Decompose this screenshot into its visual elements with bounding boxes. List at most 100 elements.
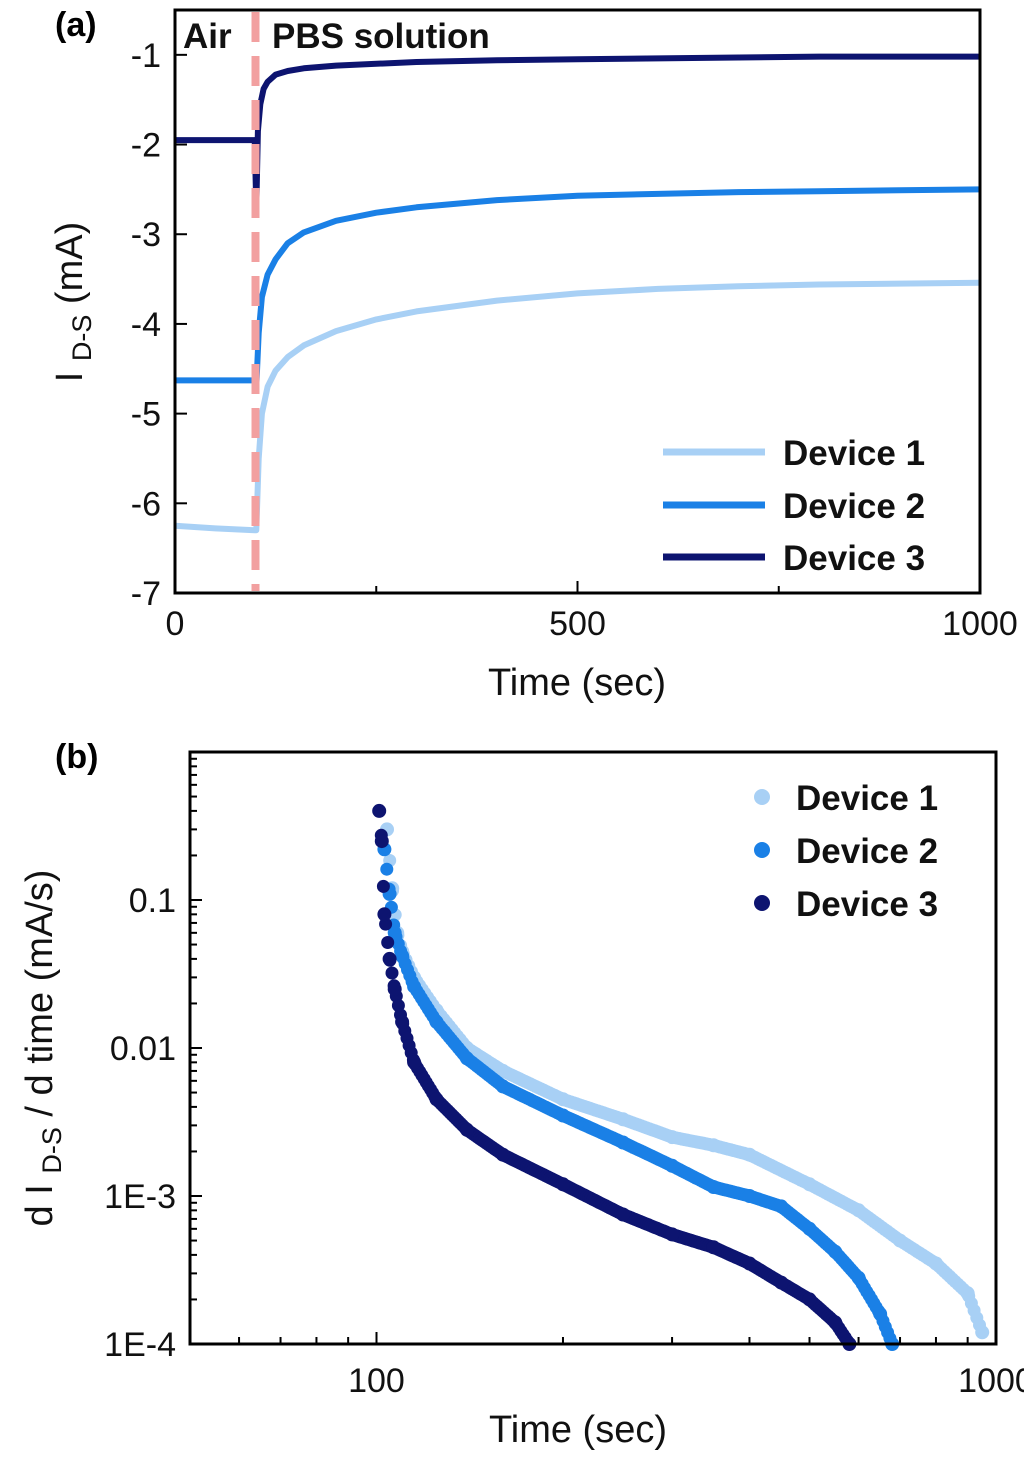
legend-label-device-1: Device 1 (796, 779, 938, 818)
data-point (495, 1063, 510, 1078)
series-points-device-1 (380, 822, 990, 1340)
x-tick-label: 0 (166, 605, 185, 643)
data-point (873, 1306, 888, 1321)
data-point (380, 862, 394, 876)
panel-b-ylabel-pre: d I (19, 1184, 61, 1226)
data-point (706, 1240, 721, 1255)
x-tick-label: 1000 (958, 1362, 1024, 1400)
data-point (616, 1207, 630, 1222)
y-tick-label: 1E-3 (104, 1178, 176, 1216)
panel-a-ylabel-unit: (mA) (49, 222, 91, 304)
legend-label-device-2: Device 2 (796, 832, 938, 871)
region-label-air: Air (183, 17, 232, 56)
data-point (975, 1325, 990, 1340)
panel-a-ylabel-main: I (49, 372, 91, 383)
panel-b-marks (372, 803, 990, 1351)
data-point (407, 1055, 422, 1070)
y-tick-label: 0.1 (129, 882, 176, 920)
x-tick-label: 500 (549, 605, 606, 643)
panel-b-ylabel-post: / d time (mA/s) (19, 870, 61, 1117)
data-point (893, 1233, 907, 1248)
x-tick-label: 100 (348, 1362, 405, 1400)
data-point (706, 1138, 721, 1153)
legend-marker-device-3 (754, 895, 770, 911)
data-point (385, 966, 399, 980)
data-point (828, 1244, 843, 1259)
data-point (556, 1092, 570, 1107)
data-point (382, 951, 397, 966)
data-point (774, 1199, 789, 1214)
region-label-pbs: PBS solution (272, 17, 490, 56)
data-point (460, 1122, 474, 1137)
panel-a-y-axis-label: I D-S (mA) (49, 222, 100, 383)
data-point (429, 1014, 444, 1029)
data-point (374, 834, 389, 849)
data-point (407, 979, 422, 994)
data-point (381, 936, 395, 949)
y-tick-label: -1 (131, 37, 161, 75)
panel-b-x-axis-label: Time (sec) (489, 1409, 667, 1451)
y-tick-label: -7 (131, 575, 161, 613)
panel-a-x-axis-label: Time (sec) (488, 662, 666, 704)
data-point (665, 1158, 680, 1173)
data-point (495, 1147, 510, 1162)
y-tick-label: -6 (131, 485, 161, 523)
data-point (616, 1135, 630, 1150)
legend-label-device-1: Device 1 (783, 434, 925, 473)
y-tick-label: -5 (131, 396, 161, 434)
data-point (377, 907, 392, 922)
series-line-device-2 (175, 186, 981, 390)
legend-label-device-3: Device 3 (796, 885, 938, 924)
legend-label-device-2: Device 2 (783, 487, 925, 526)
data-point (774, 1275, 789, 1290)
panel-b-legend: Device 1 Device 2 Device 3 (754, 779, 938, 924)
legend-label-device-3: Device 3 (783, 539, 925, 578)
panel-a-marks (174, 12, 981, 591)
y-tick-label: -3 (131, 216, 161, 254)
legend-marker-device-1 (754, 789, 770, 805)
x-tick-label: 1000 (942, 605, 1018, 643)
panel-a-axes: 0 500 1000 -1 -2 -3 -4 -5 -6 -7 (131, 37, 1018, 643)
data-point (372, 803, 387, 818)
data-point (802, 1177, 817, 1192)
data-point (802, 1292, 817, 1307)
data-point (960, 1286, 975, 1301)
data-point (742, 1147, 757, 1162)
data-point (706, 1180, 721, 1194)
y-tick-label: 1E-4 (104, 1326, 176, 1364)
panel-b-y-axis-label: d I D-S / d time (mA/s) (19, 870, 70, 1227)
y-tick-label: -4 (131, 306, 161, 344)
panel-a-label: (a) (55, 6, 97, 44)
panel-b-ylabel-sub: D-S (37, 1127, 67, 1174)
panel-a-ylabel-sub: D-S (67, 315, 97, 362)
y-tick-label: 0.01 (110, 1030, 176, 1068)
data-point (387, 982, 402, 997)
panel-b-label: (b) (55, 738, 98, 776)
data-point (665, 1130, 680, 1145)
data-point (665, 1227, 680, 1242)
data-point (828, 1315, 843, 1330)
panel-b-axes: 100 1000 0.1 0.01 1E-3 1E-4 (104, 757, 1024, 1400)
data-point (851, 1270, 866, 1285)
svg-text:I D-S (mA): I D-S (mA) (49, 222, 100, 383)
series-line-device-3 (175, 53, 980, 211)
data-point (460, 1051, 474, 1066)
legend-marker-device-2 (754, 842, 770, 858)
data-point (495, 1079, 510, 1094)
data-point (802, 1221, 817, 1236)
data-point (929, 1256, 943, 1271)
data-point (376, 879, 390, 893)
data-point (387, 925, 402, 940)
series-points-device-3 (372, 803, 857, 1351)
data-point (556, 1108, 570, 1123)
y-tick-label: -2 (131, 127, 161, 165)
panel-b-chart: (b) 100 1000 0.1 0.01 1E-3 1E-4 Time (sec) d … (19, 738, 1024, 1451)
svg-text:d I D-S / d ti: d I D-S / d time (mA/s) (19, 870, 70, 1227)
data-point (616, 1112, 630, 1127)
panel-a-legend: Device 1 Device 2 Device 3 (663, 434, 925, 578)
data-point (429, 1092, 444, 1107)
panel-a-chart: (a) Air PBS solution 0 500 1000 -1 -2 -3 -4 -5 -… (49, 6, 1018, 704)
data-point (851, 1203, 866, 1218)
data-point (742, 1189, 757, 1203)
